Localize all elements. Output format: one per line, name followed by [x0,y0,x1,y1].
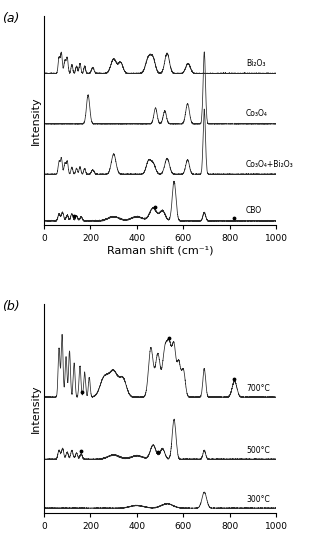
Text: (b): (b) [2,300,20,313]
X-axis label: Raman shift (cm⁻¹): Raman shift (cm⁻¹) [107,246,214,255]
Text: Bi₂O₃: Bi₂O₃ [246,59,266,68]
Text: 700°C: 700°C [246,384,270,393]
Y-axis label: Intensity: Intensity [31,384,41,433]
Y-axis label: Intensity: Intensity [31,96,41,145]
Text: 500°C: 500°C [246,446,270,455]
Text: CBO: CBO [246,206,262,215]
Text: (a): (a) [2,12,19,25]
Text: Co₃O₄+Bi₂O₃: Co₃O₄+Bi₂O₃ [246,160,294,169]
Text: 300°C: 300°C [246,495,270,504]
X-axis label: Raman shift (cm⁻¹): Raman shift (cm⁻¹) [107,533,214,534]
Text: Co₃O₄: Co₃O₄ [246,109,268,118]
